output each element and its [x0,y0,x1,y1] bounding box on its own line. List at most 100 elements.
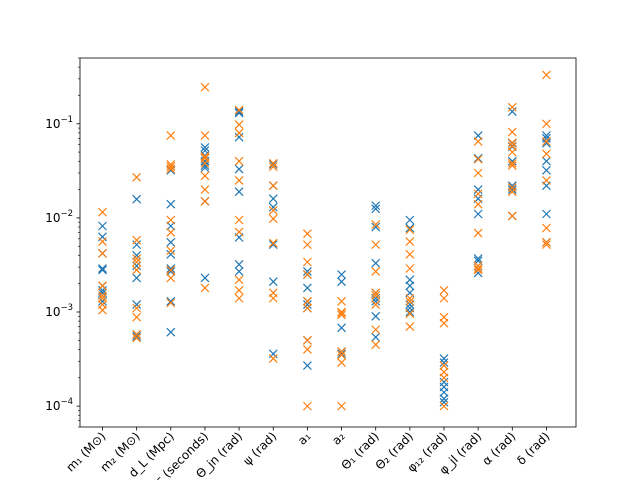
marker-s0-c10-p5 [439,394,449,404]
marker-s1-c11-p6 [473,261,483,271]
marker-s1-c0-p1 [98,237,107,247]
marker-s0-c1-p5 [132,300,142,309]
marker-s1-c6-p5 [302,303,312,313]
marker-s1-c8-p6 [371,325,381,335]
marker-s0-c2-p8 [166,327,176,337]
marker-s1-c1-p1 [132,235,142,245]
marker-s0-c7-p2 [337,323,346,333]
marker-s1-c0-p5 [98,293,107,303]
marker-s1-c13-p2 [542,136,551,146]
marker-s1-c11-p0 [473,136,483,146]
marker-s1-c10-p1 [439,293,449,303]
marker-s0-c2-p7 [166,296,176,306]
marker-s0-c7-p0 [337,270,346,279]
marker-s0-c9-p5 [405,300,415,309]
marker-s0-c0-p3 [98,264,107,273]
marker-s0-c1-p2 [132,250,142,260]
marker-s1-c12-p5 [507,158,517,168]
marker-s1-c4-p8 [234,285,244,295]
marker-s1-c12-p2 [507,138,517,148]
marker-s1-c10-p4 [439,361,449,370]
y-axis: 10−4 10−3 10−2 10−1 [45,57,80,428]
marker-s1-c4-p6 [234,227,244,237]
marker-s1-c8-p0 [371,220,381,229]
marker-s1-c2-p7 [166,265,176,275]
marker-s1-c7-p7 [337,401,346,411]
marker-s1-c3-p2 [200,151,210,161]
marker-s0-c4-p4 [234,187,244,197]
marker-s1-c2-p4 [166,215,176,225]
marker-s0-c10-p0 [439,354,449,364]
marker-s1-c11-p8 [473,265,483,275]
marker-s0-c10-p4 [439,387,449,397]
marker-s1-c0-p3 [98,281,107,291]
marker-s1-c1-p7 [132,329,142,339]
marker-s0-c4-p7 [234,266,244,276]
marker-s1-c2-p8 [166,273,176,283]
marker-s0-c2-p3 [166,237,176,247]
marker-s1-c12-p7 [507,183,517,192]
marker-s1-c4-p3 [234,156,244,166]
marker-s0-c12-p5 [507,185,517,194]
marker-s1-c9-p0 [405,225,415,235]
marker-s1-c9-p7 [405,322,415,332]
marker-s1-c4-p4 [234,176,244,185]
marker-s0-c5-p0 [268,159,278,169]
marker-s1-c12-p8 [507,187,517,197]
marker-s0-c0-p0 [98,221,107,231]
marker-s0-c9-p1 [405,223,415,233]
marker-s1-c11-p5 [473,228,483,238]
marker-s1-c13-p6 [542,237,551,247]
marker-s1-c2-p0 [166,131,176,140]
marker-s1-c8-p7 [371,340,381,350]
marker-s1-c1-p5 [132,303,142,313]
marker-s1-c0-p2 [98,248,107,258]
marker-s0-c8-p8 [371,332,381,342]
y-tick-label: 10−2 [45,209,73,225]
marker-s1-c7-p0 [337,296,346,306]
marker-s1-c11-p2 [473,168,483,178]
marker-s1-c9-p6 [405,309,415,319]
marker-s1-c8-p2 [371,266,381,276]
marker-s1-c4-p5 [234,215,244,225]
marker-s0-c2-p5 [166,264,176,273]
marker-s0-c3-p4 [200,161,210,170]
marker-s1-c9-p4 [405,293,415,303]
marker-s1-c10-p0 [439,285,449,295]
marker-s1-c1-p8 [132,333,142,343]
marker-s1-c5-p1 [268,162,278,172]
marker-s0-c10-p6 [439,397,449,407]
marker-s1-c1-p0 [132,172,142,182]
marker-s1-c1-p4 [132,265,142,275]
marker-s1-c6-p3 [302,270,312,279]
marker-s0-c13-p4 [542,165,551,175]
marker-s1-c0-p0 [98,207,107,217]
marker-s0-c5-p3 [268,202,278,212]
marker-s1-c2-p6 [166,246,176,255]
marker-s0-c5-p2 [268,194,278,204]
marker-s1-c5-p2 [268,181,278,191]
y-tick-label: 10−3 [45,303,73,319]
marker-s1-c4-p7 [234,275,244,285]
marker-s1-c6-p6 [302,335,312,345]
marker-s1-c2-p2 [166,162,176,172]
marker-s1-c3-p7 [200,196,210,206]
marker-s1-c5-p7 [268,293,278,303]
marker-s1-c9-p1 [405,237,415,247]
marker-s0-c6-p4 [302,300,312,309]
marker-s1-c7-p3 [337,310,346,320]
marker-s1-c3-p8 [200,283,210,293]
marker-s1-c13-p5 [542,223,551,233]
marker-s1-c10-p7 [439,401,449,411]
marker-s1-c9-p3 [405,264,415,273]
marker-s1-c9-p2 [405,249,415,259]
marker-s1-c6-p1 [302,240,312,250]
marker-s1-c8-p4 [371,291,381,300]
marker-s1-c3-p4 [200,158,210,168]
marker-s1-c8-p1 [371,240,381,250]
plot-area [80,58,576,427]
marker-s1-c10-p6 [439,373,449,383]
marker-s0-c8-p0 [371,201,381,211]
marker-s1-c7-p6 [337,358,346,368]
marker-s0-c4-p2 [234,132,244,142]
